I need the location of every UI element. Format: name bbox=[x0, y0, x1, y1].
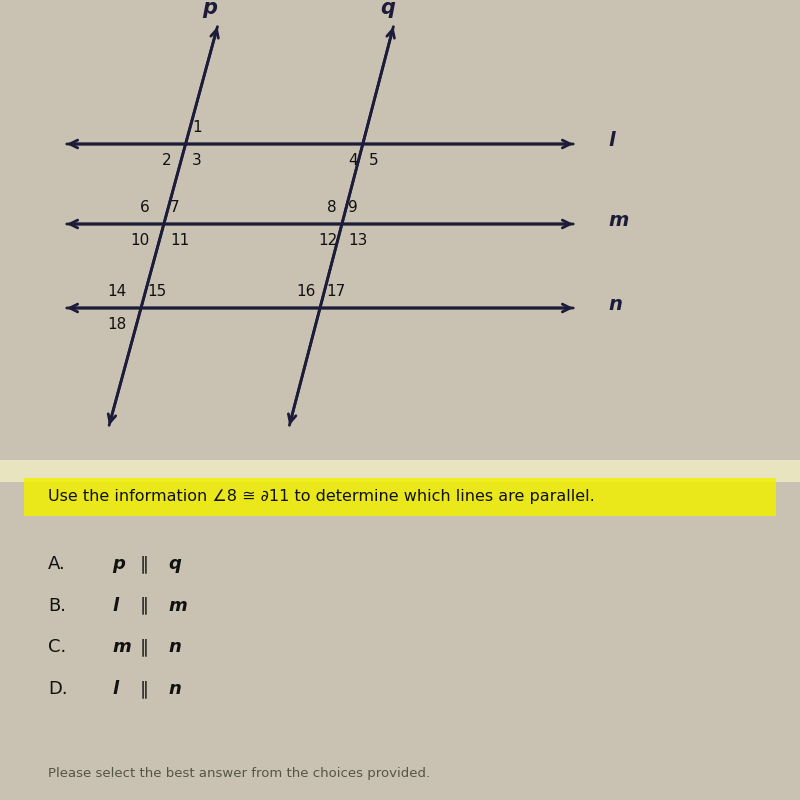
Text: 4: 4 bbox=[348, 153, 358, 168]
Text: 3: 3 bbox=[192, 153, 202, 168]
Text: 16: 16 bbox=[296, 284, 315, 299]
FancyBboxPatch shape bbox=[24, 478, 776, 516]
Text: n: n bbox=[608, 294, 622, 314]
Text: 11: 11 bbox=[170, 233, 190, 248]
Text: B.: B. bbox=[48, 597, 66, 614]
Text: ∥: ∥ bbox=[140, 680, 149, 698]
Text: Please select the best answer from the choices provided.: Please select the best answer from the c… bbox=[48, 767, 430, 780]
Text: 2: 2 bbox=[162, 153, 171, 168]
Text: m: m bbox=[112, 638, 130, 656]
Text: 10: 10 bbox=[130, 233, 150, 248]
Text: n: n bbox=[168, 680, 181, 698]
Text: C.: C. bbox=[48, 638, 66, 656]
Text: l: l bbox=[608, 130, 614, 150]
Text: q: q bbox=[168, 555, 181, 573]
Text: l: l bbox=[112, 680, 118, 698]
Text: ∥: ∥ bbox=[140, 597, 149, 614]
Text: 7: 7 bbox=[170, 200, 180, 215]
Text: A.: A. bbox=[48, 555, 66, 573]
Text: l: l bbox=[112, 597, 118, 614]
Text: 14: 14 bbox=[107, 284, 126, 299]
Text: D.: D. bbox=[48, 680, 68, 698]
Text: 13: 13 bbox=[348, 233, 368, 248]
Bar bbox=[0, 460, 800, 482]
Text: p: p bbox=[202, 0, 218, 18]
Text: 1: 1 bbox=[192, 120, 202, 135]
Text: 9: 9 bbox=[348, 200, 358, 215]
Text: p: p bbox=[112, 555, 125, 573]
Text: 12: 12 bbox=[318, 233, 337, 248]
Text: 5: 5 bbox=[369, 153, 379, 168]
Text: n: n bbox=[168, 638, 181, 656]
Text: ∥: ∥ bbox=[140, 638, 149, 656]
Text: q: q bbox=[380, 0, 395, 18]
Text: 6: 6 bbox=[140, 200, 150, 215]
Text: 17: 17 bbox=[326, 284, 346, 299]
Text: m: m bbox=[168, 597, 186, 614]
Text: m: m bbox=[608, 210, 628, 230]
Text: 18: 18 bbox=[107, 317, 126, 332]
Text: ∥: ∥ bbox=[140, 555, 149, 573]
Text: Use the information ∠8 ≅ ∂11 to determine which lines are parallel.: Use the information ∠8 ≅ ∂11 to determin… bbox=[48, 490, 594, 504]
Text: 8: 8 bbox=[327, 200, 337, 215]
Text: 15: 15 bbox=[147, 284, 166, 299]
